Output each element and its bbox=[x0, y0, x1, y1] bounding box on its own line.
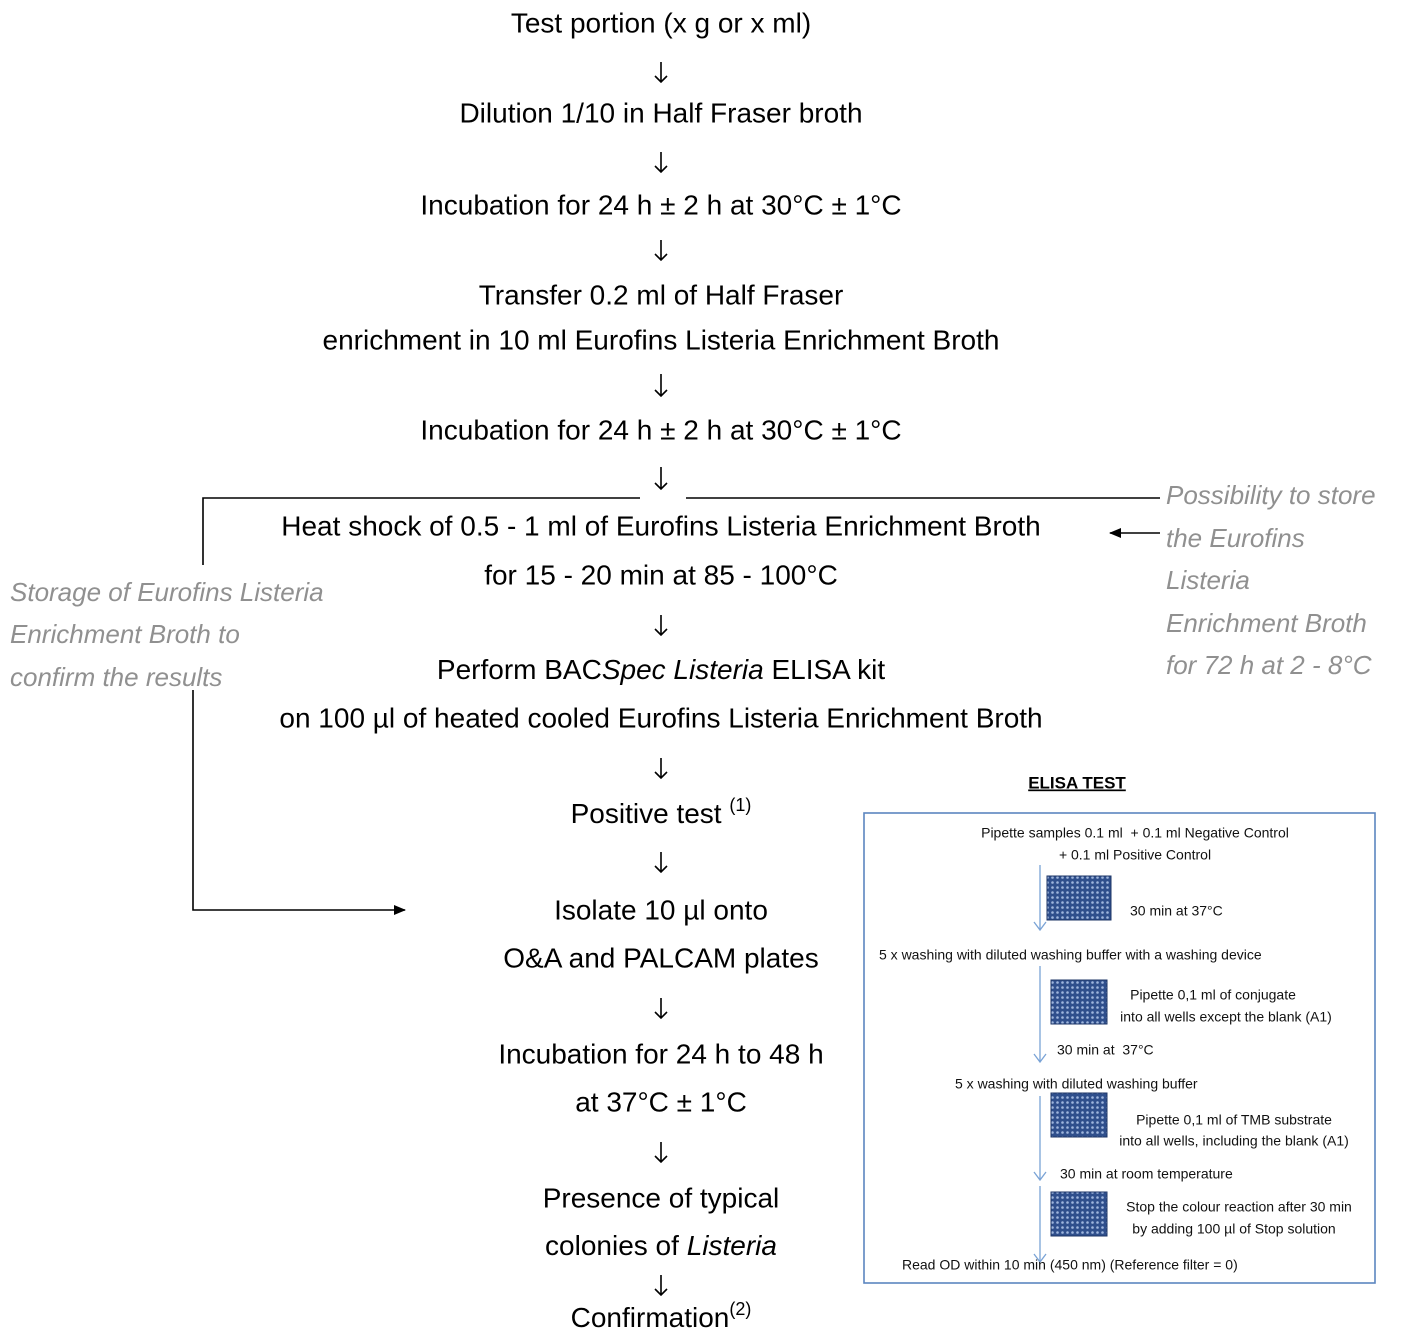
plate-icon bbox=[1051, 1093, 1107, 1137]
elisa-text: Pipette samples 0.1 ml + 0.1 ml Negative… bbox=[981, 825, 1289, 841]
elisa-text: 5 x washing with diluted washing buffer … bbox=[879, 947, 1262, 963]
step-text: for 15 - 20 min at 85 - 100°C bbox=[484, 559, 838, 590]
elisa-text: 30 min at 37°C bbox=[1130, 903, 1223, 919]
note-text: confirm the results bbox=[10, 662, 222, 692]
plate-icon bbox=[1047, 876, 1111, 920]
step-text: Test portion (x g or x ml) bbox=[511, 7, 811, 38]
down-arrow bbox=[655, 467, 667, 489]
elisa-text: 30 min at 37°C bbox=[1057, 1042, 1154, 1058]
note-text: Possibility to store bbox=[1166, 480, 1376, 510]
down-arrow bbox=[655, 62, 667, 82]
step-text: colonies of Listeria bbox=[545, 1230, 777, 1261]
note-text: Enrichment Broth bbox=[1166, 608, 1367, 638]
elisa-text: 5 x washing with diluted washing buffer bbox=[955, 1076, 1198, 1092]
note-text: Enrichment Broth to bbox=[10, 619, 240, 649]
step-text: Confirmation(2) bbox=[571, 1299, 752, 1334]
plate-icon bbox=[1051, 980, 1107, 1024]
note-text: Listeria bbox=[1166, 565, 1250, 595]
elisa-title: ELISA TEST bbox=[1028, 773, 1126, 792]
down-arrow bbox=[655, 998, 667, 1018]
store-note: Possibility to store the Eurofins Lister… bbox=[1166, 480, 1376, 680]
elisa-text: Pipette 0,1 ml of TMB substrate bbox=[1136, 1112, 1332, 1128]
step-text: on 100 µl of heated cooled Eurofins List… bbox=[279, 702, 1042, 733]
diagram: Test portion (x g or x ml) Dilution 1/10… bbox=[0, 0, 1416, 1342]
superscript: (2) bbox=[729, 1299, 751, 1319]
superscript: (1) bbox=[729, 795, 751, 815]
down-arrow bbox=[655, 374, 667, 396]
step-text: Incubation for 24 h ± 2 h at 30°C ± 1°C bbox=[420, 414, 901, 445]
elisa-text: into all wells, including the blank (A1) bbox=[1119, 1133, 1349, 1149]
note-text: for 72 h at 2 - 8°C bbox=[1166, 650, 1372, 680]
text-segment: Confirmation bbox=[571, 1302, 730, 1333]
step-text: Heat shock of 0.5 - 1 ml of Eurofins Lis… bbox=[281, 510, 1040, 541]
plate-icon bbox=[1051, 1192, 1107, 1236]
down-arrow bbox=[655, 1275, 667, 1295]
down-arrow bbox=[655, 852, 667, 872]
elisa-text: + 0.1 ml Positive Control bbox=[1059, 847, 1211, 863]
down-arrow bbox=[655, 240, 667, 260]
step-text: Positive test (1) bbox=[571, 795, 752, 830]
step-text: enrichment in 10 ml Eurofins Listeria En… bbox=[323, 324, 1000, 355]
note-text: the Eurofins bbox=[1166, 523, 1305, 553]
step-text: at 37°C ± 1°C bbox=[575, 1086, 747, 1117]
step-text: Presence of typical bbox=[543, 1182, 780, 1213]
note-text: Storage of Eurofins Listeria bbox=[10, 577, 324, 607]
text-segment: Positive test bbox=[571, 798, 730, 829]
storage-note: Storage of Eurofins Listeria Enrichment … bbox=[10, 577, 324, 692]
step-text: Isolate 10 µl onto bbox=[554, 894, 768, 925]
step-text: Perform BACSpec Listeria ELISA kit bbox=[437, 654, 885, 685]
elisa-text: 30 min at room temperature bbox=[1060, 1166, 1233, 1182]
step-text: Incubation for 24 h ± 2 h at 30°C ± 1°C bbox=[420, 189, 901, 220]
elisa-text: Read OD within 10 min (450 nm) (Referenc… bbox=[902, 1257, 1238, 1273]
elisa-text: Stop the colour reaction after 30 min bbox=[1126, 1199, 1352, 1215]
step-text: Transfer 0.2 ml of Half Fraser bbox=[479, 279, 844, 310]
text-segment: colonies of bbox=[545, 1230, 687, 1261]
text-segment: ELISA kit bbox=[764, 654, 886, 685]
text-segment: Perform BAC bbox=[437, 654, 602, 685]
elisa-text: into all wells except the blank (A1) bbox=[1120, 1009, 1332, 1025]
down-arrow bbox=[655, 758, 667, 778]
elisa-text: Pipette 0,1 ml of conjugate bbox=[1130, 987, 1296, 1003]
elisa-text: by adding 100 µl of Stop solution bbox=[1132, 1221, 1335, 1237]
down-arrow bbox=[655, 152, 667, 172]
down-arrow bbox=[655, 1142, 667, 1162]
step-text: Incubation for 24 h to 48 h bbox=[498, 1038, 823, 1069]
text-segment: Spec Listeria bbox=[602, 654, 764, 685]
down-arrow bbox=[655, 615, 667, 635]
text-segment: Listeria bbox=[687, 1230, 777, 1261]
step-text: Dilution 1/10 in Half Fraser broth bbox=[459, 97, 862, 128]
elisa-panel: ELISA TEST Pipette samples 0.1 ml + 0.1 … bbox=[864, 773, 1375, 1283]
step-text: O&A and PALCAM plates bbox=[503, 942, 818, 973]
